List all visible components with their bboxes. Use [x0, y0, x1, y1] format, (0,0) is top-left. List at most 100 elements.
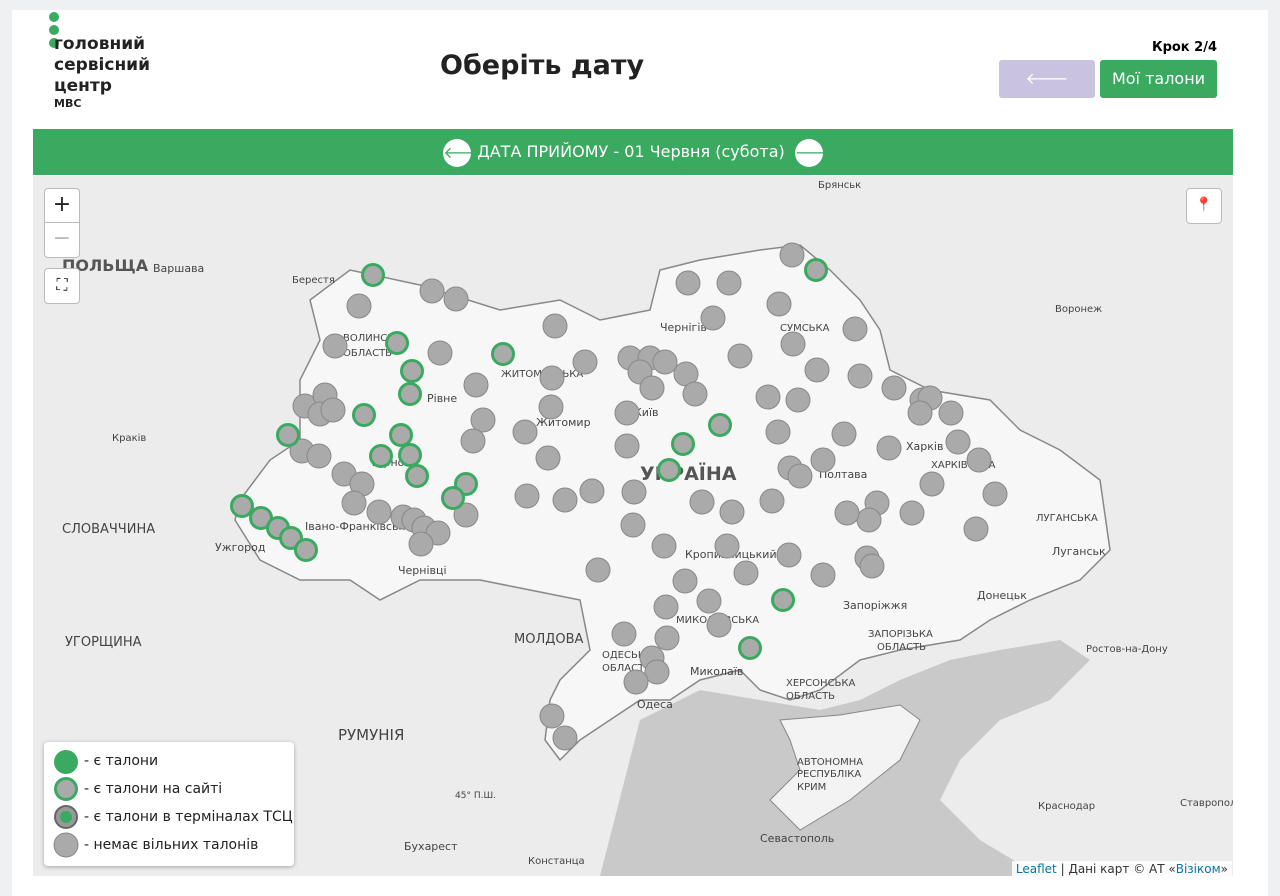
- map-label: Чернігів: [660, 321, 707, 334]
- office-marker: [307, 444, 331, 468]
- map-label: РЕСПУБЛІКА: [797, 769, 861, 780]
- map-label: АВТОНОМНА: [797, 757, 863, 768]
- legend-item: - є талони в терміналах ТСЦ: [84, 809, 293, 825]
- office-marker: [573, 350, 597, 374]
- office-marker-online: [391, 425, 412, 446]
- office-marker-online: [400, 384, 421, 405]
- office-marker: [367, 500, 391, 524]
- legend-icon: [54, 777, 78, 801]
- legend-icon: [53, 832, 79, 858]
- map-label: УКРАЇНА: [640, 461, 737, 485]
- office-marker-online: [371, 446, 392, 467]
- next-date[interactable]: 🡒: [794, 138, 838, 167]
- office-marker-online: [232, 496, 253, 517]
- office-marker: [939, 401, 963, 425]
- map-label: Ростов-на-Дону: [1086, 644, 1168, 655]
- leaflet-link[interactable]: Leaflet: [1015, 862, 1057, 876]
- step: Крок 2/4: [1151, 40, 1217, 55]
- office-marker: [780, 243, 804, 267]
- office-marker: [420, 279, 444, 303]
- attribution-text: | Дані карт © АТ «: [1060, 862, 1176, 876]
- office-marker: [843, 317, 867, 341]
- legend-item: - немає вільних талонів: [84, 837, 259, 853]
- office-marker: [454, 503, 478, 527]
- office-marker: [720, 500, 744, 524]
- office-marker-online: [443, 488, 464, 509]
- office-marker: [543, 314, 567, 338]
- office-marker: [515, 484, 539, 508]
- map-label: Севастополь: [760, 832, 834, 845]
- office-marker: [697, 589, 721, 613]
- office-marker: [655, 626, 679, 650]
- map-label: КРИМ: [797, 782, 826, 793]
- office-marker: [654, 595, 678, 619]
- office-marker: [767, 292, 791, 316]
- office-marker: [586, 558, 610, 582]
- office-marker-online: [400, 445, 421, 466]
- office-marker-online: [278, 425, 299, 446]
- office-marker: [920, 472, 944, 496]
- map-label: Миколаїв: [690, 665, 743, 678]
- office-marker-online: [710, 415, 731, 436]
- zoom-in[interactable]: +: [44, 188, 80, 224]
- map-label: ХЕРСОНСЬКА: [786, 678, 856, 689]
- office-marker-online: [363, 265, 384, 286]
- locate[interactable]: 📍: [1186, 188, 1222, 224]
- map-label: ОБЛАСТЬ: [343, 348, 392, 359]
- logo-dots: [49, 12, 59, 51]
- office-marker: [461, 429, 485, 453]
- legend-item: - є талони на сайті: [84, 781, 223, 797]
- office-marker: [811, 563, 835, 587]
- office-marker: [580, 479, 604, 503]
- logo[interactable]: головний сервісний центр МВС: [54, 34, 150, 111]
- map-label: ВОЛИНСЬКА: [343, 333, 408, 344]
- office-marker: [760, 489, 784, 513]
- back-button[interactable]: 🡐 Назад: [999, 60, 1095, 126]
- office-marker-online: [493, 344, 514, 365]
- date-label: ДАТА ПРИЙОМУ - 01 Червня (субота): [477, 142, 785, 161]
- zoom-out[interactable]: −: [44, 222, 80, 258]
- office-marker: [946, 430, 970, 454]
- office-marker-online: [387, 333, 408, 354]
- tickets-button[interactable]: Мої талони: [1100, 60, 1217, 98]
- legend-icon: [54, 750, 78, 774]
- office-marker: [860, 554, 884, 578]
- map-label: РУМУНІЯ: [338, 726, 404, 744]
- provider-link[interactable]: Візіком: [1175, 862, 1221, 876]
- map-label: ОДЕСЬКА: [602, 650, 652, 661]
- office-marker-online: [673, 434, 694, 455]
- office-marker: [715, 534, 739, 558]
- map-label: Берестя: [292, 275, 335, 286]
- fullscreen[interactable]: ⛶: [44, 268, 80, 304]
- attribution: Leaflet | Дані карт © АТ «Візіком»: [1011, 861, 1232, 877]
- legend-icon: [60, 811, 72, 823]
- map-label: Бухарест: [404, 840, 458, 853]
- office-marker: [728, 344, 752, 368]
- legend-icons: [53, 750, 79, 858]
- office-marker: [882, 376, 906, 400]
- office-marker: [553, 726, 577, 750]
- office-marker: [701, 306, 725, 330]
- logo-line: сервісний: [54, 55, 151, 75]
- office-marker: [653, 350, 677, 374]
- office-marker-online: [773, 590, 794, 611]
- logo-sub: МВС: [54, 97, 82, 110]
- office-marker: [673, 569, 697, 593]
- office-marker: [615, 401, 639, 425]
- prev-date[interactable]: 🡐: [443, 138, 486, 167]
- office-marker-online: [354, 405, 375, 426]
- office-marker: [683, 382, 707, 406]
- logo-line: головний: [54, 34, 146, 54]
- office-marker: [756, 385, 780, 409]
- back-label: Назад: [1021, 107, 1073, 126]
- office-marker: [964, 517, 988, 541]
- office-marker: [347, 294, 371, 318]
- office-marker: [553, 488, 577, 512]
- map-label: Рівне: [427, 392, 457, 405]
- office-marker-online: [659, 460, 680, 481]
- office-marker: [645, 660, 669, 684]
- map-label: СУМСЬКА: [780, 323, 830, 334]
- office-marker: [342, 491, 366, 515]
- office-marker: [717, 271, 741, 295]
